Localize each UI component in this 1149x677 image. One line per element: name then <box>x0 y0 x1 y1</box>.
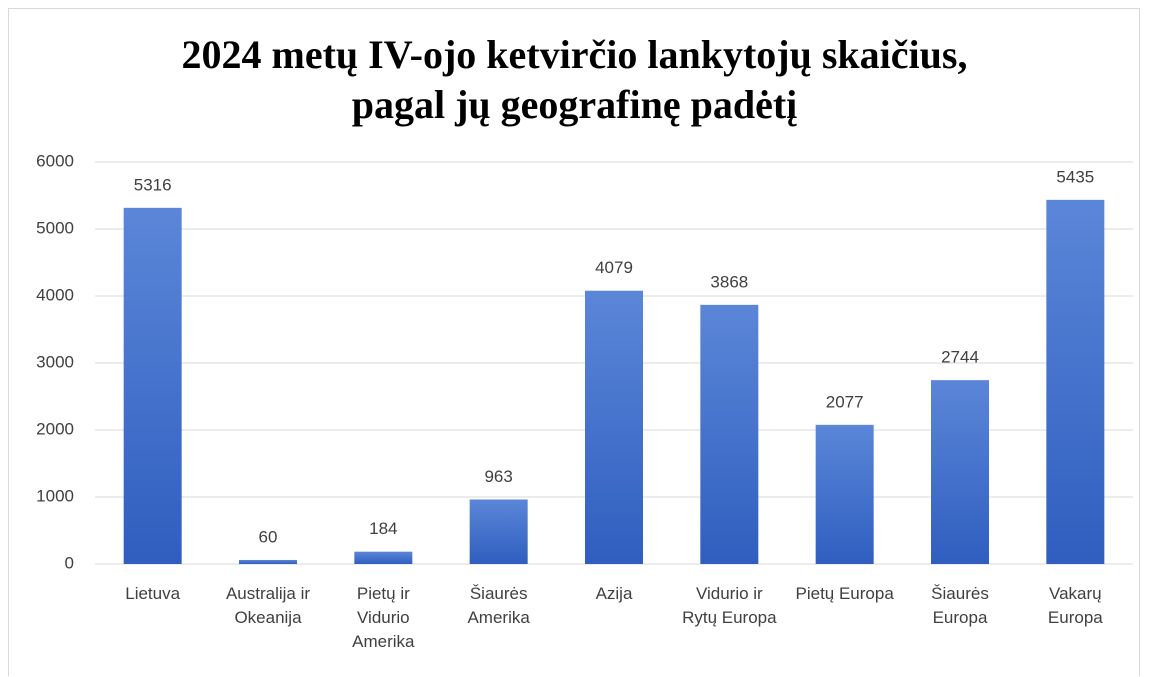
bar <box>931 380 989 564</box>
y-tick-label: 2000 <box>36 419 74 438</box>
bar <box>585 290 643 564</box>
y-tick-label: 0 <box>65 553 74 572</box>
x-tick-label: Pietų Europa <box>795 584 894 603</box>
x-tick-label: Šiaurės Europa <box>931 584 989 627</box>
data-label: 5435 <box>1056 167 1094 186</box>
data-label: 963 <box>484 467 512 486</box>
data-label: 4079 <box>595 258 633 277</box>
x-tick-label: Australija ir Okeanija <box>225 584 311 627</box>
x-tick-label: Vidurio ir Rytų Europa <box>682 584 777 627</box>
y-tick-label: 4000 <box>36 285 74 304</box>
bar <box>123 207 182 564</box>
data-label: 2744 <box>941 348 979 367</box>
bar <box>815 424 874 564</box>
y-tick-label: 3000 <box>36 352 74 371</box>
data-label: 5316 <box>134 175 172 194</box>
bar <box>354 551 413 564</box>
bar <box>1046 199 1105 565</box>
y-tick-label: 1000 <box>36 486 74 505</box>
bar <box>239 559 297 564</box>
x-tick-label: Azija <box>595 584 633 603</box>
bar <box>700 304 759 564</box>
x-tick-label: Lietuva <box>125 584 181 603</box>
y-tick-label: 6000 <box>36 151 74 170</box>
y-tick-label: 5000 <box>36 218 74 237</box>
x-tick-label: Pietų ir Vidurio Amerika <box>352 584 415 651</box>
bar <box>469 499 528 564</box>
x-tick-label: Šiaurės Amerika <box>467 584 530 627</box>
data-label: 3868 <box>710 272 748 291</box>
data-label: 60 <box>259 527 278 546</box>
chart-frame <box>8 8 1140 676</box>
data-label: 184 <box>369 519 397 538</box>
x-tick-label: Vakarų Europa <box>1047 584 1103 627</box>
data-label: 2077 <box>826 392 864 411</box>
chart-title: 2024 metų IV-ojo ketvirčio lankytojų ska… <box>181 32 968 127</box>
